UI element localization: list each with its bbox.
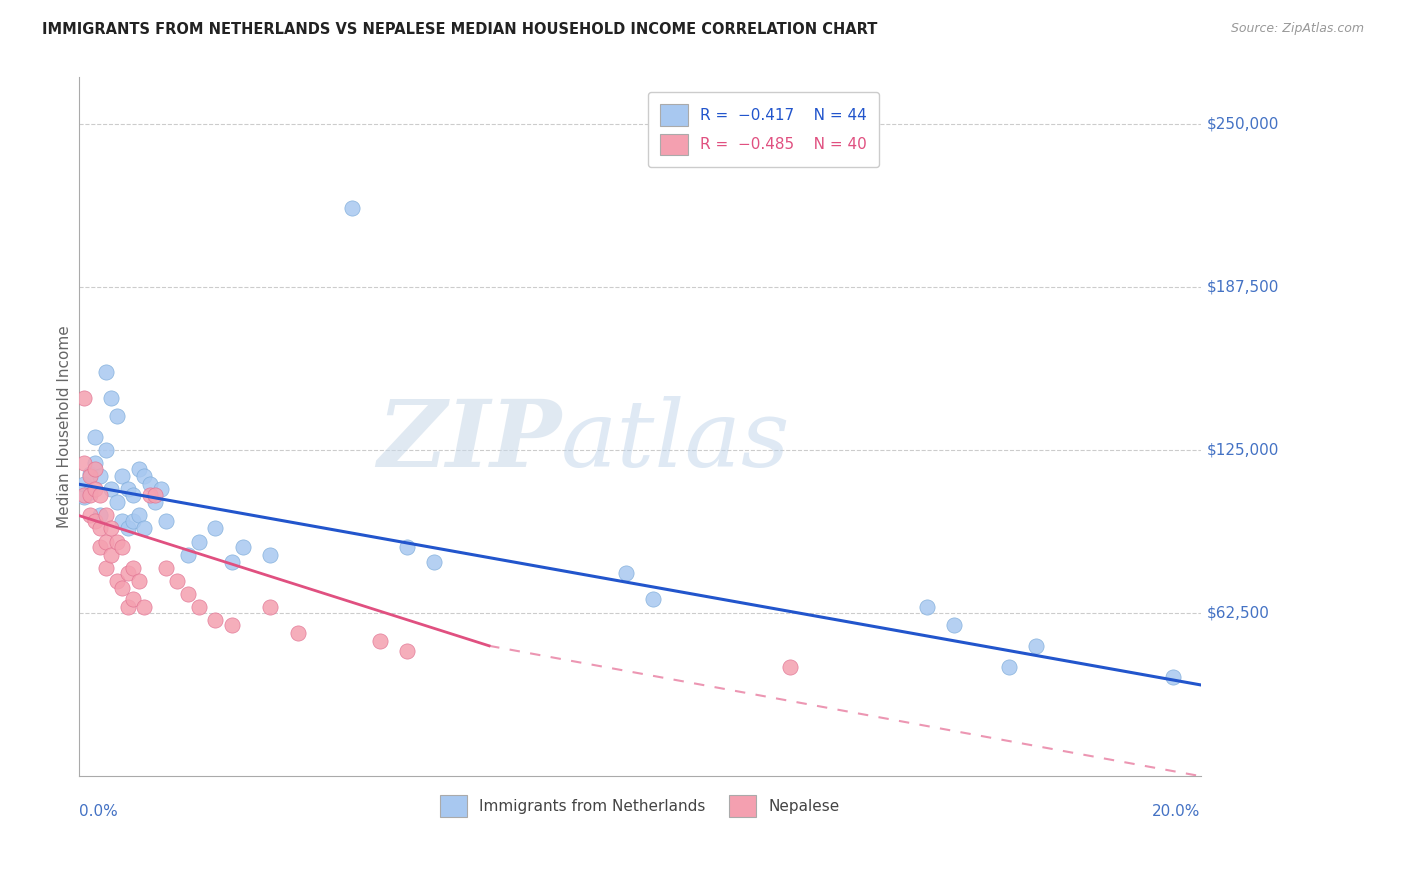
Point — [155, 560, 177, 574]
Point — [134, 521, 156, 535]
Point — [73, 477, 96, 491]
Point — [128, 461, 150, 475]
Text: $125,000: $125,000 — [1206, 442, 1278, 458]
Point — [94, 534, 117, 549]
Point — [779, 659, 801, 673]
Text: ZIP: ZIP — [377, 396, 561, 486]
Text: $187,500: $187,500 — [1206, 280, 1278, 295]
Point — [94, 365, 117, 379]
Point — [259, 548, 281, 562]
Point — [100, 548, 122, 562]
Point — [138, 487, 160, 501]
Point — [259, 599, 281, 614]
Point — [122, 487, 145, 501]
Point — [79, 485, 101, 500]
Point — [188, 599, 211, 614]
Point — [84, 514, 107, 528]
Point — [943, 618, 966, 632]
Point — [368, 633, 391, 648]
Point — [117, 483, 139, 497]
Point — [111, 514, 134, 528]
Point — [232, 540, 254, 554]
Point — [100, 483, 122, 497]
Point — [128, 508, 150, 523]
Point — [155, 514, 177, 528]
Text: atlas: atlas — [561, 396, 790, 486]
Point — [84, 461, 107, 475]
Point — [128, 574, 150, 588]
Point — [423, 555, 446, 569]
Point — [915, 599, 938, 614]
Point — [143, 495, 166, 509]
Point — [395, 644, 418, 658]
Point — [204, 521, 226, 535]
Point — [105, 409, 128, 424]
Point — [221, 618, 243, 632]
Point — [84, 430, 107, 444]
Text: 20.0%: 20.0% — [1153, 804, 1201, 819]
Point — [111, 469, 134, 483]
Y-axis label: Median Household Income: Median Household Income — [58, 326, 72, 528]
Point — [111, 540, 134, 554]
Point — [100, 391, 122, 405]
Point — [79, 508, 101, 523]
Point — [1163, 670, 1185, 684]
Point — [89, 487, 111, 501]
Text: Source: ZipAtlas.com: Source: ZipAtlas.com — [1230, 22, 1364, 36]
Point — [84, 456, 107, 470]
Point — [1025, 639, 1047, 653]
Point — [89, 469, 111, 483]
Text: IMMIGRANTS FROM NETHERLANDS VS NEPALESE MEDIAN HOUSEHOLD INCOME CORRELATION CHAR: IMMIGRANTS FROM NETHERLANDS VS NEPALESE … — [42, 22, 877, 37]
Point — [73, 456, 96, 470]
Point — [73, 490, 96, 504]
Text: 0.0%: 0.0% — [79, 804, 117, 819]
Point — [89, 540, 111, 554]
Point — [177, 548, 200, 562]
Point — [89, 521, 111, 535]
Point — [122, 514, 145, 528]
Point — [73, 391, 96, 405]
Point — [134, 599, 156, 614]
Point — [122, 560, 145, 574]
Legend: Immigrants from Netherlands, Nepalese: Immigrants from Netherlands, Nepalese — [432, 788, 848, 824]
Point — [177, 587, 200, 601]
Point — [204, 613, 226, 627]
Point — [998, 659, 1021, 673]
Point — [89, 508, 111, 523]
Point — [149, 483, 172, 497]
Point — [94, 443, 117, 458]
Text: $250,000: $250,000 — [1206, 117, 1278, 132]
Point — [105, 574, 128, 588]
Text: $62,500: $62,500 — [1206, 606, 1270, 621]
Point — [134, 469, 156, 483]
Point — [287, 625, 309, 640]
Point — [188, 534, 211, 549]
Point — [117, 599, 139, 614]
Point — [122, 591, 145, 606]
Point — [73, 487, 96, 501]
Point — [395, 540, 418, 554]
Point — [111, 582, 134, 596]
Point — [166, 574, 188, 588]
Point — [117, 521, 139, 535]
Point — [342, 201, 364, 215]
Point — [643, 591, 665, 606]
Point — [105, 495, 128, 509]
Point — [614, 566, 637, 580]
Point — [94, 508, 117, 523]
Point — [79, 467, 101, 481]
Point — [84, 483, 107, 497]
Point — [105, 534, 128, 549]
Point — [143, 487, 166, 501]
Point — [117, 566, 139, 580]
Point — [138, 477, 160, 491]
Point — [79, 487, 101, 501]
Point — [100, 521, 122, 535]
Point — [94, 560, 117, 574]
Point — [221, 555, 243, 569]
Point — [79, 469, 101, 483]
